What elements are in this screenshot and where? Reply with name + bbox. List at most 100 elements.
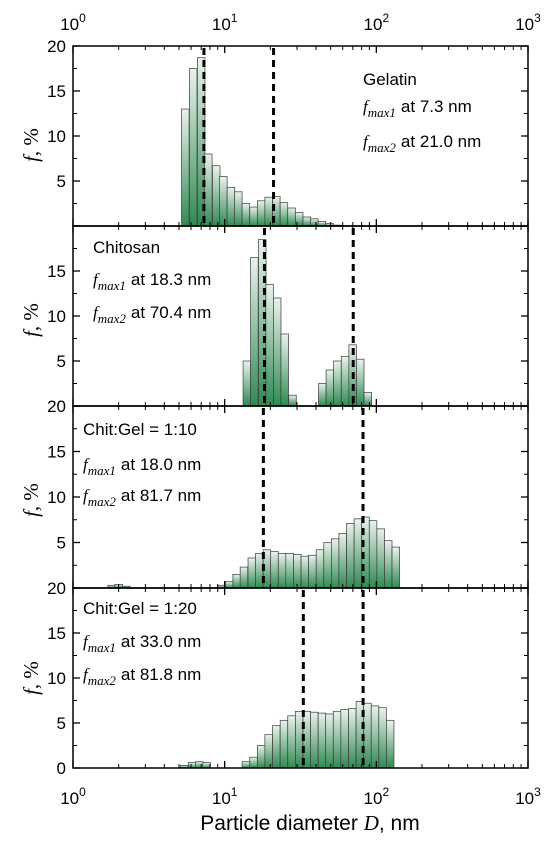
panel-4-peak-lines [301,590,365,768]
panel-4-bar-16 [325,713,334,769]
panel-4-bars [179,701,395,769]
panel-1-peak-1-value: 7.3 nm [420,97,472,116]
panel-2: Chitosan fmax1 at 18.3 nm fmax2 at 70.4 nm [93,228,372,407]
panel-2-bar-13 [356,358,365,407]
panel-2-peak-1-sub: max1 [98,278,126,293]
x-tick-label-bottom-1: 100 [60,785,86,808]
panel-4-y-tick-label-15: 15 [47,624,66,643]
panel-1-y-tick-label-10: 10 [47,127,66,146]
panel-3-title: Chit:Gel = 1:10 [83,420,197,439]
panel-1-bar-2 [189,68,198,227]
panel-3-peak-1-sub: max1 [88,463,116,478]
x-tick-label-bottom-exponent: 1 [231,785,238,799]
panel-2-y-tick-label-10: 10 [47,307,66,326]
panel-1-bar-18 [310,218,319,227]
panel-3-bar-27 [391,546,400,589]
panel-3-peak-1-value: 18.0 nm [140,455,201,474]
panel-4-bar-24 [386,719,395,769]
x-tick-label-top-10: 101 [212,11,238,34]
panel-4-bar-7 [257,745,266,769]
panel-3-bar-12 [277,553,287,589]
panel-3-y-tick-label-0: 20 [47,579,66,598]
panel-1-bar-5 [212,165,221,227]
x-tick-label-bottom-exponent: 3 [534,785,541,799]
panel-3-bar-8 [247,557,256,589]
panel-2-bar-7 [288,394,297,407]
panel-1-peak-1-sub: max1 [368,105,396,120]
panel-1: Gelatin fmax1 at 7.3 nm fmax2 at 21.0 nm [181,48,481,227]
panel-4-bar-21 [363,702,372,769]
panel-1-peak-2-sub: max2 [368,140,397,155]
panel-4-y-tick-label-10: 10 [47,669,66,688]
x-tick-label-top-exponent: 2 [382,11,389,25]
panel-3-bar-20 [338,533,347,589]
panel-3-peak-1-label: fmax1 at 18.0 nm [83,455,201,478]
panel-4-bar-2 [187,762,197,769]
panel-2-bar-9 [325,369,335,407]
panel-4-peak-2-label: fmax2 at 81.8 nm [83,665,201,688]
panel-4: Chit:Gel = 1:20 fmax1 at 33.0 nm fmax2 at … [83,590,395,769]
panel-1-bar-17 [302,216,311,227]
panel-3-bar-22 [353,518,363,589]
x-tick-label-top-base: 10 [212,15,231,34]
panel-3-peak-2-label: fmax2 at 81.7 nm [83,486,201,509]
panel-3-bar-5 [224,581,234,589]
panel-1-bar-14 [279,202,289,227]
panel-4-bar-17 [332,710,342,769]
x-tick-label-bottom-exponent: 0 [79,785,86,799]
x-tick-label-top-1: 100 [60,11,86,34]
panel-4-bar-11 [287,715,296,769]
panel-2-peak-2-sub: max2 [98,311,127,326]
panel-1-peak-2-value: 21.0 nm [420,132,481,151]
panel-3-bar-17 [315,549,325,589]
panel-4-peak-1-value: 33.0 nm [140,632,201,651]
panel-4-bar-3 [195,761,204,769]
panel-4-bar-10 [279,719,289,769]
panel-4-bar-5 [241,761,251,769]
x-tick-label-bottom-1000: 103 [515,785,541,808]
panel-2-peak-lines [262,228,355,406]
panel-1-peak-1-label: fmax1 at 7.3 nm [363,97,472,120]
panel-3-y-tick-label-10: 10 [47,488,66,507]
x-tick-label-bottom-base: 10 [364,789,383,808]
x-tick-label-top-100: 102 [364,11,390,34]
panel-3: Chit:Gel = 1:10 fmax1 at 18.0 nm fmax2 at … [83,408,400,589]
panel-1-peak-2-label: fmax2 at 21.0 nm [363,132,481,155]
panel-1-bar-7 [226,186,236,227]
panel-1-bar-6 [219,176,228,227]
x-tick-label-top-base: 10 [515,15,534,34]
panel-3-y-tick-label-5: 5 [57,534,66,553]
panel-2-y-tick-label-0: 20 [47,397,66,416]
panel-4-y-tick-label-0: 0 [57,759,66,778]
x-tick-label-bottom-base: 10 [515,789,534,808]
x-tick-label-bottom-100: 102 [364,785,390,808]
panel-2-title: Chitosan [93,238,160,257]
x-tick-label-top-exponent: 3 [534,11,541,25]
x-tick-label-top-exponent: 0 [79,11,86,25]
panel-3-peak-2-sub: max2 [88,494,117,509]
panel-2-bar-4 [265,284,274,407]
panel-1-bar-8 [234,191,243,227]
panel-2-y-tick-label-15: 15 [47,262,66,281]
panel-3-bar-16 [308,554,317,589]
panel-2-peak-2-label: fmax2 at 70.4 nm [93,303,211,326]
panel-1-bar-1 [181,108,190,227]
panel-2-bar-2 [250,257,259,407]
x-tick-label-top-exponent: 1 [231,11,238,25]
x-tick-label-bottom-10: 101 [212,785,238,808]
panel-3-bar-15 [300,555,310,589]
y-axis-label-panel-2: f, % [19,303,43,337]
panel-3-bars [107,516,400,589]
panel-2-peak-2-value: 70.4 nm [150,303,211,322]
panel-3-peak-2-value: 81.7 nm [140,486,201,505]
panel-4-bar-4 [202,762,211,769]
panel-4-bar-8 [264,734,273,769]
panel-3-bar-19 [330,538,340,589]
panel-1-peak-lines [202,48,276,226]
panel-3-bar-24 [368,520,378,589]
x-tick-label-bottom-base: 10 [60,789,79,808]
panel-frames [72,45,529,769]
y-axis-label-panel-4: f, % [19,661,43,695]
panel-1-bar-4 [204,153,213,227]
